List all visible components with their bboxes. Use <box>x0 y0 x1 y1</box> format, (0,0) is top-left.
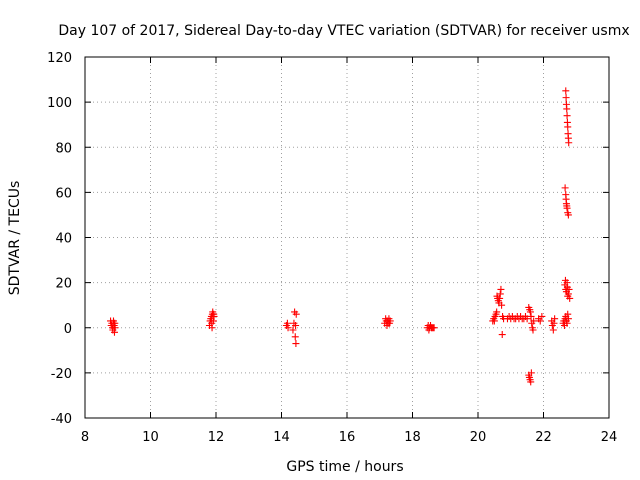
data-point-marker <box>498 331 506 339</box>
data-point-marker <box>209 317 217 325</box>
data-point-marker <box>493 308 501 316</box>
x-tick-label: 22 <box>535 430 552 445</box>
data-point-marker <box>527 312 535 320</box>
data-point-marker <box>497 285 505 293</box>
plot-frame <box>84 56 610 419</box>
data-point-marker <box>561 184 569 192</box>
y-tick-label: 80 <box>55 141 72 156</box>
chart-title: Day 107 of 2017, Sidereal Day-to-day VTE… <box>58 23 629 39</box>
x-tick-label: 14 <box>273 430 290 445</box>
data-point-marker <box>110 328 118 336</box>
data-point-marker <box>386 317 394 325</box>
data-point-marker <box>496 290 504 298</box>
y-tick-label: 120 <box>47 51 72 66</box>
data-point-marker <box>551 315 559 323</box>
data-point-marker <box>564 315 572 323</box>
data-point-marker <box>496 294 504 302</box>
y-tick-label: 60 <box>55 186 72 201</box>
data-point-marker <box>565 139 573 147</box>
y-tick-label: 0 <box>64 322 72 337</box>
y-axis-label: SDTVAR / TECUs <box>7 181 23 296</box>
data-point-marker <box>430 324 438 332</box>
data-point-marker <box>564 123 572 131</box>
data-point-marker <box>292 310 300 318</box>
data-point-marker <box>292 321 300 329</box>
x-axis-label: GPS time / hours <box>286 459 403 475</box>
data-points <box>107 87 574 386</box>
x-tick-label: 12 <box>208 430 225 445</box>
data-point-marker <box>111 324 119 332</box>
data-point-marker <box>563 204 571 212</box>
data-point-marker <box>564 310 572 318</box>
x-tick-label: 20 <box>470 430 487 445</box>
x-tick-label: 18 <box>404 430 421 445</box>
grid <box>85 57 609 418</box>
y-tick-label: 40 <box>55 232 72 247</box>
data-point-marker <box>564 211 572 219</box>
data-point-marker <box>538 312 546 320</box>
data-point-marker <box>565 285 573 293</box>
data-point-marker <box>498 301 506 309</box>
data-point-marker <box>291 333 299 341</box>
data-point-marker <box>563 112 571 120</box>
data-point-marker <box>566 294 574 302</box>
x-tick-label: 16 <box>339 430 356 445</box>
data-point-marker <box>283 319 291 327</box>
data-point-marker <box>526 308 534 316</box>
data-point-marker <box>292 340 300 348</box>
data-point-marker <box>490 317 498 325</box>
x-tick-label: 24 <box>601 430 618 445</box>
data-point-marker <box>563 319 571 327</box>
data-point-marker <box>562 87 570 95</box>
data-point-marker <box>536 317 544 325</box>
x-tick-label: 8 <box>81 430 89 445</box>
y-tick-label: 100 <box>47 96 72 111</box>
data-point-marker <box>530 317 538 325</box>
data-point-marker <box>527 369 535 377</box>
data-point-marker <box>529 326 537 334</box>
y-tick-label: 20 <box>55 277 72 292</box>
y-tick-label: -40 <box>51 412 72 427</box>
data-point-marker <box>527 378 535 386</box>
data-point-marker <box>564 290 572 298</box>
data-point-marker <box>550 319 558 327</box>
data-point-marker <box>284 324 292 332</box>
data-point-marker <box>563 105 571 113</box>
data-point-marker <box>523 315 531 323</box>
x-tick-label: 10 <box>142 430 159 445</box>
data-point-marker <box>549 326 557 334</box>
axis-ticks: 8 10 12 14 16 18 20 22 24 -40 -20 0 20 40 60 80 100 120 <box>47 51 617 445</box>
data-point-marker <box>562 94 570 102</box>
y-tick-label: -20 <box>51 367 72 382</box>
data-point-marker <box>289 326 297 334</box>
data-point-marker <box>210 312 218 320</box>
data-point-marker <box>208 324 216 332</box>
